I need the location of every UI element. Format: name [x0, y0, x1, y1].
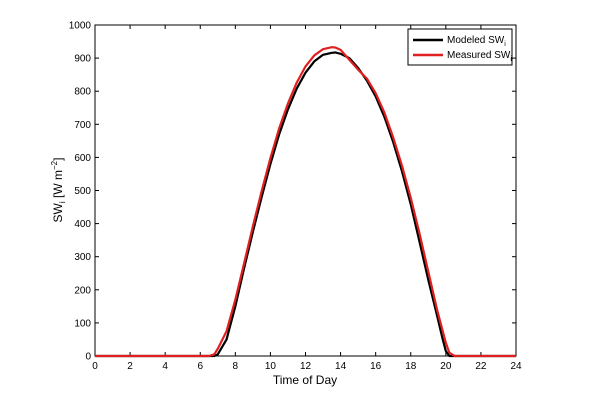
legend-label-measured-base: Measured SW: [447, 50, 511, 61]
x-axis-title: Time of Day: [273, 373, 337, 387]
y-tick-label: 900: [74, 54, 91, 65]
y-axis-title-unit: [W m: [51, 170, 65, 201]
y-tick-label: 100: [74, 318, 91, 329]
x-tick-label: 4: [162, 361, 168, 372]
legend-label-modeled-sub: i: [504, 41, 506, 48]
x-tick-label: 22: [475, 361, 487, 372]
y-tick-label: 600: [74, 153, 91, 164]
axis-ticks: 0 2 4 6 8 10 12 14 16 18 20 22 240100200300400500600…: [69, 21, 522, 373]
x-tick-label: 10: [265, 361, 277, 372]
y-tick-label: 300: [74, 252, 91, 263]
plot-area: [94, 24, 517, 357]
y-tick-label: 200: [74, 285, 91, 296]
x-tick-label: 16: [370, 361, 382, 372]
x-tick-label: 20: [440, 361, 452, 372]
y-tick-label: 800: [74, 87, 91, 98]
y-axis-title-sub: i: [58, 201, 67, 203]
x-tick-label: 12: [300, 361, 312, 372]
legend-label-measured-sub: i: [510, 56, 512, 63]
x-tick-label: 18: [405, 361, 417, 372]
y-tick-label: 500: [74, 186, 91, 197]
x-tick-label: 8: [233, 361, 239, 372]
series-line-modeled: [95, 51, 516, 358]
x-tick-label: 2: [127, 361, 133, 372]
y-axis-title-suffix: ]: [51, 158, 65, 161]
legend-box: [407, 28, 513, 66]
y-axis-title: SWi [W m−2]: [50, 158, 67, 223]
legend: Modeled SWi Measured SWi: [407, 28, 513, 66]
y-tick-label: 0: [85, 352, 91, 363]
y-tick-label: 400: [74, 219, 91, 230]
x-tick-label: 0: [92, 361, 98, 372]
x-tick-label: 6: [197, 361, 203, 372]
series-line-measured: [95, 46, 516, 358]
y-tick-label: 1000: [69, 21, 92, 32]
legend-label-modeled: Modeled SWi: [447, 35, 506, 48]
legend-label-modeled-base: Modeled SW: [447, 35, 505, 46]
series-layer: [95, 46, 516, 358]
legend-label-measured: Measured SWi: [447, 50, 512, 63]
x-tick-label: 24: [510, 361, 522, 372]
y-axis-title-base: SW: [51, 202, 65, 222]
y-axis-title-sup: −2: [50, 160, 59, 170]
x-tick-label: 14: [335, 361, 347, 372]
y-tick-label: 700: [74, 120, 91, 131]
